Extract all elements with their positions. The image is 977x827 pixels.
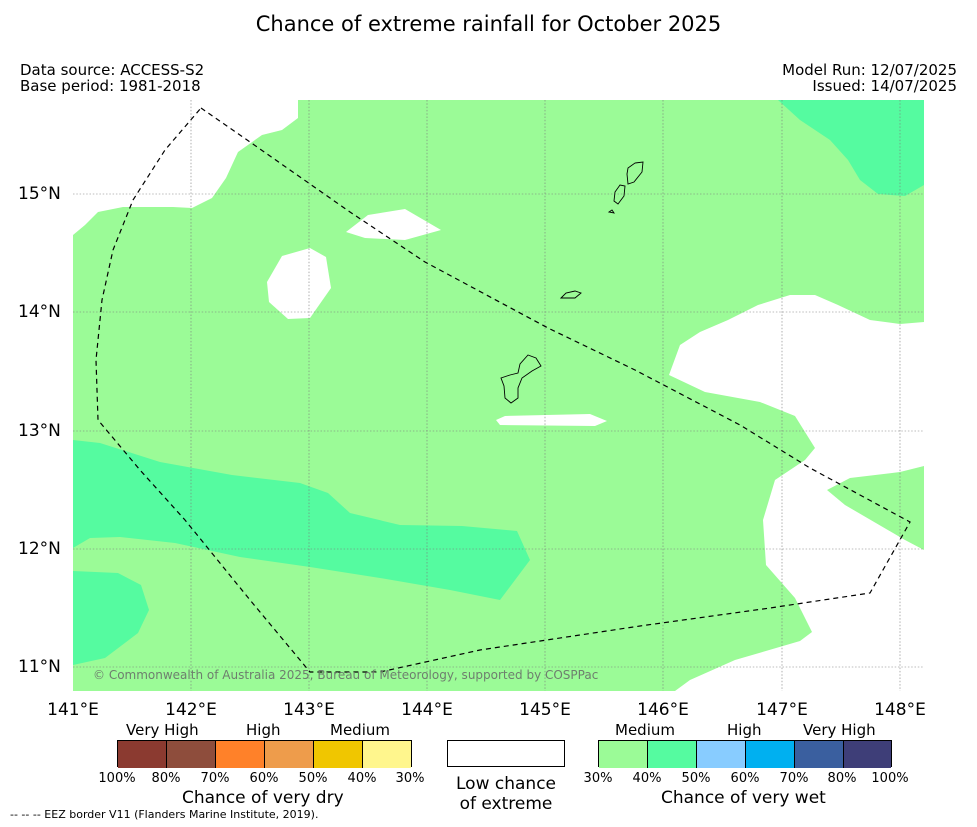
guam-outline <box>500 354 542 404</box>
dry-pct-80: 80% <box>151 771 181 786</box>
dry-head-medium: Medium <box>330 721 390 739</box>
wet-pct-40: 40% <box>632 771 662 786</box>
dry-swatch-2 <box>167 741 216 768</box>
rota-outline <box>559 290 582 299</box>
wet-pct-100: 100% <box>871 771 909 786</box>
dry-pct-100: 100% <box>98 771 136 786</box>
dry-pct-60: 60% <box>249 771 279 786</box>
wet-swatch-5 <box>795 741 844 768</box>
low-chance-swatch <box>447 740 565 767</box>
lon-label-147e: 147°E <box>756 700 808 720</box>
meta-right: Model Run: 12/07/2025 Issued: 14/07/2025 <box>782 62 957 94</box>
dry-pct-40: 40% <box>347 771 377 786</box>
lat-label-12n: 12°N <box>18 539 61 559</box>
dry-head-high: High <box>246 721 281 739</box>
lon-label-145e: 145°E <box>519 700 571 720</box>
tinian-outline <box>613 184 626 205</box>
wet-pct-50: 50% <box>681 771 711 786</box>
wet-colorbar <box>598 740 892 768</box>
dry-pct-70: 70% <box>200 771 230 786</box>
meta-left: Data source: ACCESS-S2 Base period: 1981… <box>20 62 204 94</box>
dry-legend-title: Chance of very dry <box>182 788 344 808</box>
wet-legend-title: Chance of very wet <box>661 788 826 808</box>
wet-pct-60: 60% <box>730 771 760 786</box>
low-chance-label: Low chance of extreme <box>430 774 582 814</box>
dry-pct-50: 50% <box>298 771 328 786</box>
low-chance-area-south-strip <box>496 414 607 426</box>
low-chance-area-nw <box>73 100 298 235</box>
dry-swatch-5 <box>314 741 363 768</box>
low-chance-area-north-oval <box>346 209 441 240</box>
eez-footer-note: -- -- -- EEZ border V11 (Flanders Marine… <box>10 808 319 821</box>
graticule <box>73 100 924 691</box>
dry-colorbar <box>117 740 412 768</box>
lon-label-148e: 148°E <box>874 700 926 720</box>
lon-label-141e: 141°E <box>47 700 99 720</box>
model-run-text: Model Run: 12/07/2025 <box>782 61 957 79</box>
wet-head-very-high: Very High <box>803 721 876 739</box>
lon-label-146e: 146°E <box>637 700 689 720</box>
rainfall-map <box>73 100 924 691</box>
wet-head-high: High <box>727 721 762 739</box>
wet-swatch-1 <box>599 741 648 768</box>
wet-pct-70: 70% <box>779 771 809 786</box>
data-source-text: Data source: ACCESS-S2 <box>20 61 205 79</box>
copyright-text: © Commonwealth of Australia 2025, Bureau… <box>93 668 599 682</box>
lon-label-144e: 144°E <box>401 700 453 720</box>
wet-pct-30: 30% <box>583 771 613 786</box>
aguijan-outline <box>607 209 615 214</box>
lon-label-142e: 142°E <box>165 700 217 720</box>
low-chance-area-east <box>669 295 924 691</box>
wet-swatch-3 <box>697 741 746 768</box>
dry-head-very-high: Very High <box>126 721 199 739</box>
dry-swatch-1 <box>118 741 167 768</box>
base-period-text: Base period: 1981-2018 <box>20 77 201 95</box>
low-chance-area-west-blob <box>267 248 331 319</box>
saipan-outline <box>626 161 644 185</box>
lat-label-11n: 11°N <box>18 657 61 677</box>
map-title: Chance of extreme rainfall for October 2… <box>255 12 722 36</box>
low-chance-line2: of extreme <box>459 794 553 814</box>
lat-label-15n: 15°N <box>18 184 61 204</box>
high-wet-area-ne <box>778 100 924 196</box>
wet-pct-80: 80% <box>827 771 857 786</box>
dry-swatch-6 <box>363 741 411 768</box>
eez-border <box>95 107 911 673</box>
lon-label-143e: 143°E <box>283 700 335 720</box>
low-chance-line1: Low chance <box>456 774 556 794</box>
wet-head-medium: Medium <box>615 721 675 739</box>
dry-pct-30: 30% <box>395 771 425 786</box>
wet-swatch-4 <box>746 741 795 768</box>
high-wet-area-central-band <box>73 440 530 600</box>
high-wet-area-sw <box>73 571 149 665</box>
wet-swatch-2 <box>648 741 697 768</box>
island-outlines <box>500 161 644 404</box>
lat-label-14n: 14°N <box>18 302 61 322</box>
issued-text: Issued: 14/07/2025 <box>812 77 957 95</box>
lat-label-13n: 13°N <box>18 421 61 441</box>
wet-swatch-6 <box>844 741 891 768</box>
dry-swatch-3 <box>216 741 265 768</box>
dry-swatch-4 <box>265 741 314 768</box>
